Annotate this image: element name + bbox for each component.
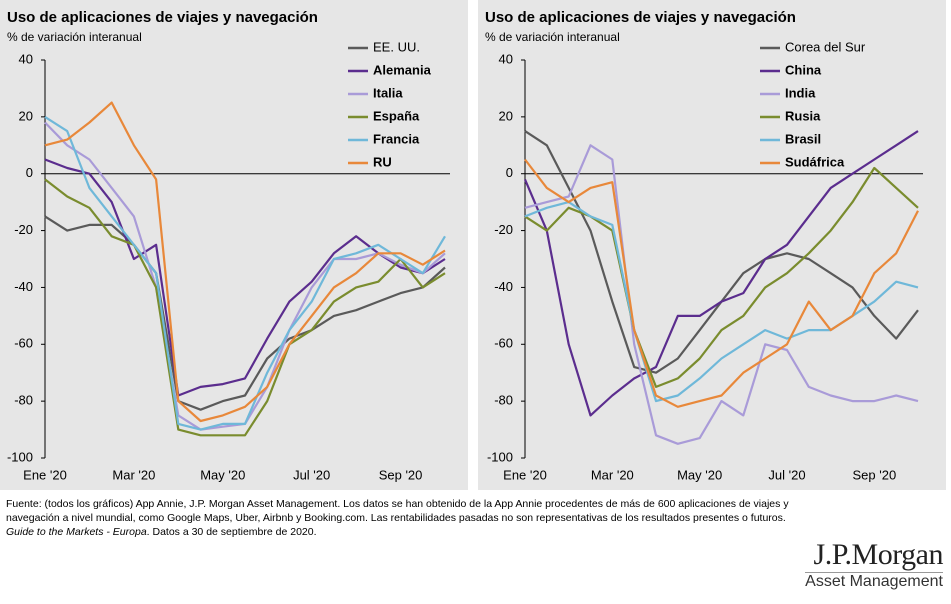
chart-title: Uso de aplicaciones de viajes y navegaci… [7, 9, 318, 26]
x-tick-label: Mar '20 [112, 467, 155, 482]
legend-label: Alemania [373, 62, 432, 77]
y-tick-label: -20 [14, 222, 33, 237]
series-line [523, 130, 919, 417]
x-tick-label: May '20 [200, 467, 245, 482]
x-tick-label: May '20 [677, 467, 722, 482]
y-tick-label: 20 [19, 108, 33, 123]
y-tick-label: -20 [494, 222, 513, 237]
y-tick-label: 20 [499, 108, 513, 123]
series-line [524, 158, 919, 408]
x-tick-label: Jul '20 [293, 467, 330, 482]
source-end: . Datos a 30 de septiembre de 2020. [146, 526, 317, 538]
y-tick-label: -60 [14, 336, 33, 351]
logo-name: J.P.Morgan [813, 538, 944, 571]
legend-label: España [373, 108, 420, 123]
y-tick-label: -40 [14, 279, 33, 294]
x-tick-label: Ene '20 [503, 467, 547, 482]
legend-label: Rusia [785, 108, 821, 123]
x-tick-label: Mar '20 [591, 467, 634, 482]
legend-label: RU [373, 154, 392, 169]
logo-sub: Asset Management [805, 572, 943, 590]
legend-label: Italia [373, 85, 403, 100]
y-tick-label: 0 [26, 165, 33, 180]
y-tick-label: 40 [19, 51, 33, 66]
x-tick-label: Sep '20 [852, 467, 896, 482]
legend-label: Brasil [785, 131, 821, 146]
logo: J.P.Morgan Asset Management [805, 538, 943, 591]
chart-title: Uso de aplicaciones de viajes y navegaci… [485, 9, 796, 26]
y-tick-label: 40 [499, 51, 513, 66]
x-tick-label: Jul '20 [768, 467, 805, 482]
series-line [524, 144, 919, 445]
legend-label: Corea del Sur [785, 39, 866, 54]
panel-background [0, 0, 468, 490]
legend-label: Sudáfrica [785, 154, 845, 169]
y-tick-label: -40 [494, 279, 513, 294]
y-axis-label: % de variación interanual [7, 30, 142, 44]
source: Fuente: (todos los gráficos) App Annie, … [6, 498, 789, 524]
legend-label: Francia [373, 131, 420, 146]
y-tick-label: -100 [487, 449, 513, 464]
series-line [44, 178, 446, 437]
y-tick-label: -100 [7, 449, 33, 464]
series-line [44, 215, 446, 411]
series-line [44, 101, 446, 423]
y-tick-label: -80 [494, 393, 513, 408]
y-tick-label: -80 [14, 393, 33, 408]
legend-label: China [785, 62, 822, 77]
y-tick-label: 0 [506, 165, 513, 180]
x-tick-label: Sep '20 [379, 467, 423, 482]
footnote: Fuente: (todos los gráficos) App Annie, … [6, 497, 796, 539]
x-tick-label: Ene '20 [23, 467, 67, 482]
y-axis-label: % de variación interanual [485, 30, 620, 44]
panel-background [478, 0, 946, 490]
source-italic: Guide to the Markets - Europa [6, 526, 147, 538]
series-line [44, 115, 446, 431]
legend-label: India [785, 85, 816, 100]
y-tick-label: -60 [494, 336, 513, 351]
charts: Uso de aplicaciones de viajes y navegaci… [0, 0, 946, 490]
legend-label: EE. UU. [373, 39, 420, 54]
